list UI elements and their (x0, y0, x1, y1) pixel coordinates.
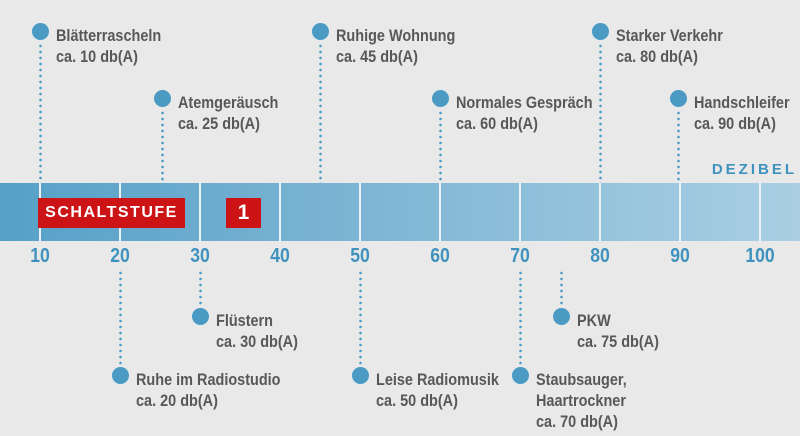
callout-label: PKW (577, 311, 611, 330)
callout-level: ca. 50 db(A) (376, 391, 458, 410)
leader-line (560, 270, 563, 306)
tick-label: 100 (745, 245, 775, 267)
callout-label: Blätterrascheln (56, 26, 162, 45)
callout-label: Leise Radiomusik (376, 370, 499, 389)
callout-item: Leise Radiomusik ca. 50 db(A) (376, 369, 499, 411)
callout-item: Flüstern ca. 30 db(A) (216, 310, 298, 352)
scale-divider (599, 183, 601, 241)
callout-dot (112, 367, 129, 384)
callout-item: Atemgeräusch ca. 25 db(A) (178, 92, 278, 134)
tick-label: 80 (590, 245, 610, 267)
callout-level: ca. 30 db(A) (216, 332, 298, 351)
callout-label: Normales Gespräch (456, 93, 593, 112)
callout-item: Starker Verkehr ca. 80 db(A) (616, 25, 723, 67)
callout-level: ca. 10 db(A) (56, 47, 138, 66)
tick-label: 40 (270, 245, 290, 267)
leader-line (39, 43, 42, 183)
callout-dot (553, 308, 570, 325)
tick-label: 60 (430, 245, 450, 267)
callout-dot (32, 23, 49, 40)
callout-dot (670, 90, 687, 107)
leader-line (119, 270, 122, 365)
switch-stage-badge: 1 (226, 198, 261, 228)
callout-label: Haartrockner (536, 391, 626, 410)
callout-item: Staubsauger, Haartrockner ca. 70 db(A) (536, 369, 627, 432)
callout-dot (192, 308, 209, 325)
scale-divider (679, 183, 681, 241)
callout-item: Normales Gespräch ca. 60 db(A) (456, 92, 593, 134)
tick-label: 90 (670, 245, 690, 267)
callout-level: ca. 90 db(A) (694, 114, 776, 133)
scale-divider (439, 183, 441, 241)
callout-dot (592, 23, 609, 40)
callout-item: PKW ca. 75 db(A) (577, 310, 659, 352)
callout-dot (432, 90, 449, 107)
callout-level: ca. 70 db(A) (536, 412, 618, 431)
leader-line (359, 270, 362, 365)
scale-divider (759, 183, 761, 241)
callout-level: ca. 45 db(A) (336, 47, 418, 66)
callout-level: ca. 20 db(A) (136, 391, 218, 410)
tick-label: 10 (30, 245, 50, 267)
tick-label: 30 (190, 245, 210, 267)
callout-item: Ruhige Wohnung ca. 45 db(A) (336, 25, 455, 67)
callout-label: Ruhige Wohnung (336, 26, 456, 45)
leader-line (439, 110, 442, 183)
leader-line (199, 270, 202, 306)
unit-label: DEZIBEL (711, 161, 797, 178)
callout-item: Blätterrascheln ca. 10 db(A) (56, 25, 161, 67)
leader-line (677, 110, 680, 183)
tick-label: 20 (110, 245, 130, 267)
callout-dot (154, 90, 171, 107)
leader-line (599, 43, 602, 183)
callout-label: Handschleifer (694, 93, 790, 112)
callout-item: Handschleifer ca. 90 db(A) (694, 92, 790, 134)
callout-level: ca. 60 db(A) (456, 114, 538, 133)
callout-label: Ruhe im Radiostudio (136, 370, 281, 389)
callout-label: Atemgeräusch (178, 93, 279, 112)
callout-dot (312, 23, 329, 40)
leader-line (319, 43, 322, 183)
callout-level: ca. 25 db(A) (178, 114, 260, 133)
scale-divider (359, 183, 361, 241)
leader-line (161, 110, 164, 183)
callout-label: Staubsauger, (536, 370, 627, 389)
scale-divider (199, 183, 201, 241)
callout-level: ca. 80 db(A) (616, 47, 698, 66)
callout-dot (352, 367, 369, 384)
callout-label: Starker Verkehr (616, 26, 723, 45)
callout-level: ca. 75 db(A) (577, 332, 659, 351)
callout-dot (512, 367, 529, 384)
callout-item: Ruhe im Radiostudio ca. 20 db(A) (136, 369, 281, 411)
tick-label: 70 (510, 245, 530, 267)
switch-label-badge: SCHALTSTUFE (38, 198, 185, 228)
tick-label: 50 (350, 245, 370, 267)
scale-divider (519, 183, 521, 241)
leader-line (519, 270, 522, 365)
scale-divider (279, 183, 281, 241)
callout-label: Flüstern (216, 311, 274, 330)
